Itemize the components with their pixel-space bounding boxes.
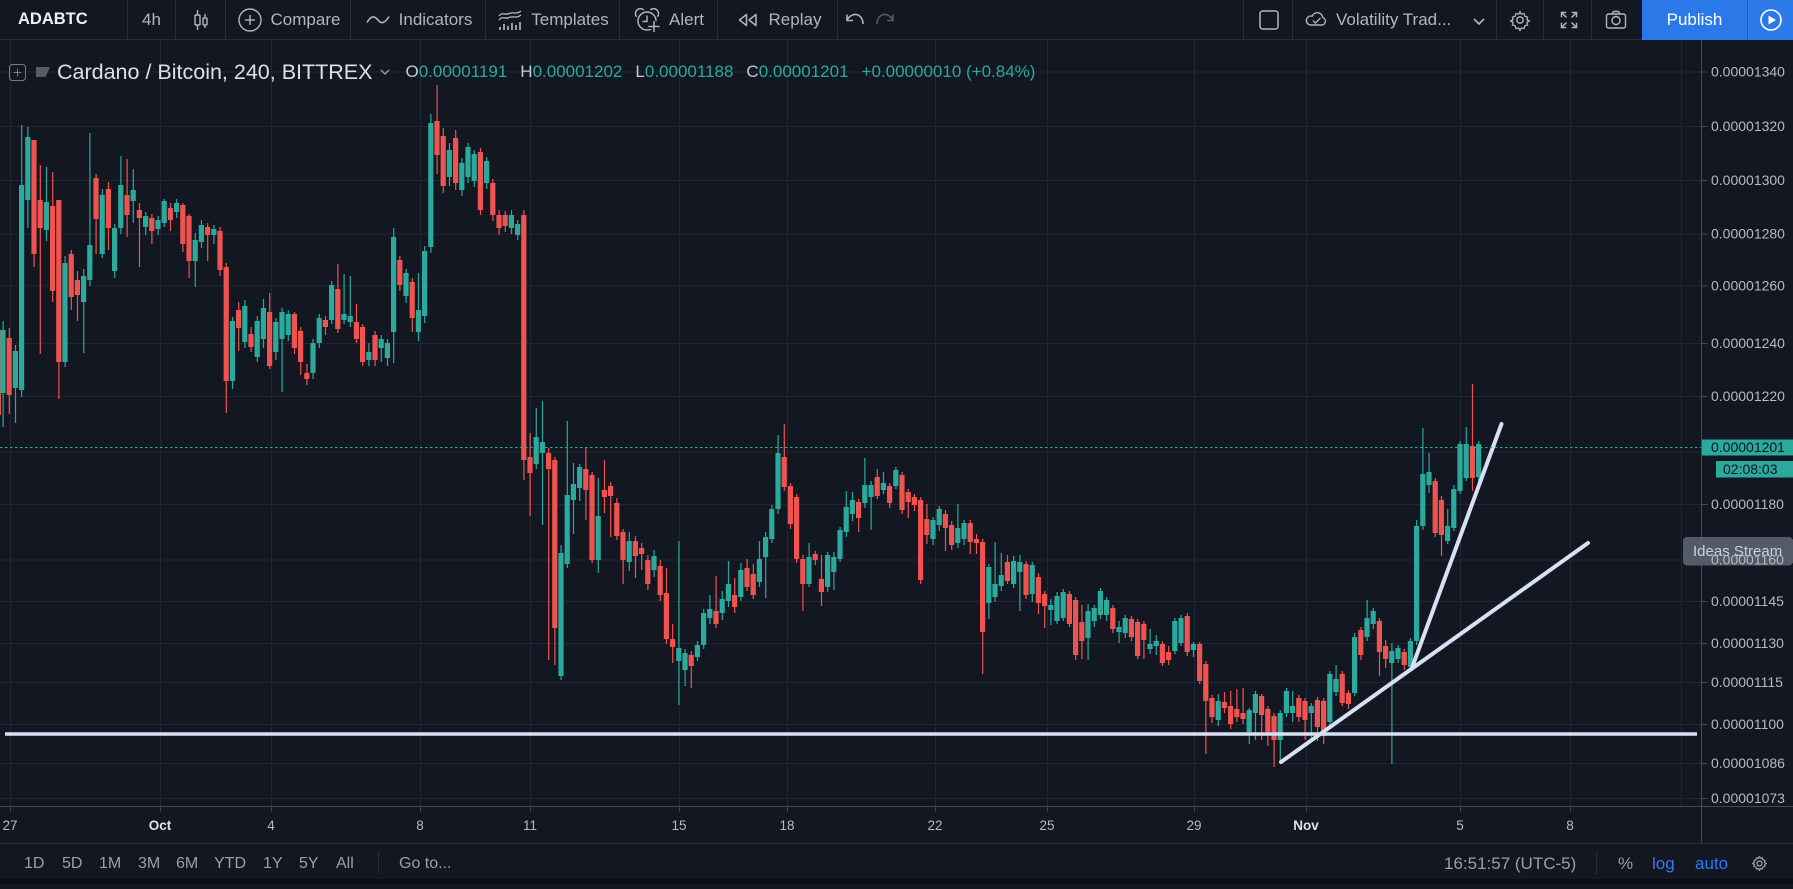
svg-text:0.00001240: 0.00001240 xyxy=(1711,335,1785,351)
svg-text:0.00001340: 0.00001340 xyxy=(1711,64,1785,80)
svg-text:0.00001201: 0.00001201 xyxy=(1711,439,1785,455)
svg-text:0.00001073: 0.00001073 xyxy=(1711,790,1785,806)
svg-text:27: 27 xyxy=(2,818,17,833)
svg-text:5: 5 xyxy=(1456,818,1464,833)
svg-text:0.00001086: 0.00001086 xyxy=(1711,755,1785,771)
svg-text:8: 8 xyxy=(1566,818,1574,833)
svg-text:0.00001160: 0.00001160 xyxy=(1711,552,1784,568)
svg-text:25: 25 xyxy=(1039,818,1054,833)
svg-text:Ideas Stream: Ideas Stream xyxy=(1693,543,1782,560)
svg-text:0.00001280: 0.00001280 xyxy=(1711,226,1785,242)
svg-text:0.00001220: 0.00001220 xyxy=(1711,388,1785,404)
svg-text:0.00001130: 0.00001130 xyxy=(1711,635,1784,651)
svg-text:0.00001180: 0.00001180 xyxy=(1711,496,1784,512)
svg-text:Oct: Oct xyxy=(149,818,172,833)
svg-text:0.00001115: 0.00001115 xyxy=(1711,674,1783,690)
svg-text:0.00001100: 0.00001100 xyxy=(1711,716,1784,732)
svg-text:0.00001300: 0.00001300 xyxy=(1711,172,1785,188)
svg-text:0.00001320: 0.00001320 xyxy=(1711,118,1785,134)
svg-text:Nov: Nov xyxy=(1293,818,1319,833)
svg-text:22: 22 xyxy=(927,818,942,833)
svg-text:0.00001145: 0.00001145 xyxy=(1711,593,1784,609)
svg-text:18: 18 xyxy=(779,818,794,833)
svg-text:02:08:03: 02:08:03 xyxy=(1723,461,1778,477)
svg-text:8: 8 xyxy=(416,818,424,833)
svg-text:15: 15 xyxy=(671,818,686,833)
svg-text:29: 29 xyxy=(1186,818,1201,833)
svg-text:4: 4 xyxy=(267,818,275,833)
svg-text:11: 11 xyxy=(523,818,537,833)
svg-text:0.00001260: 0.00001260 xyxy=(1711,278,1785,294)
